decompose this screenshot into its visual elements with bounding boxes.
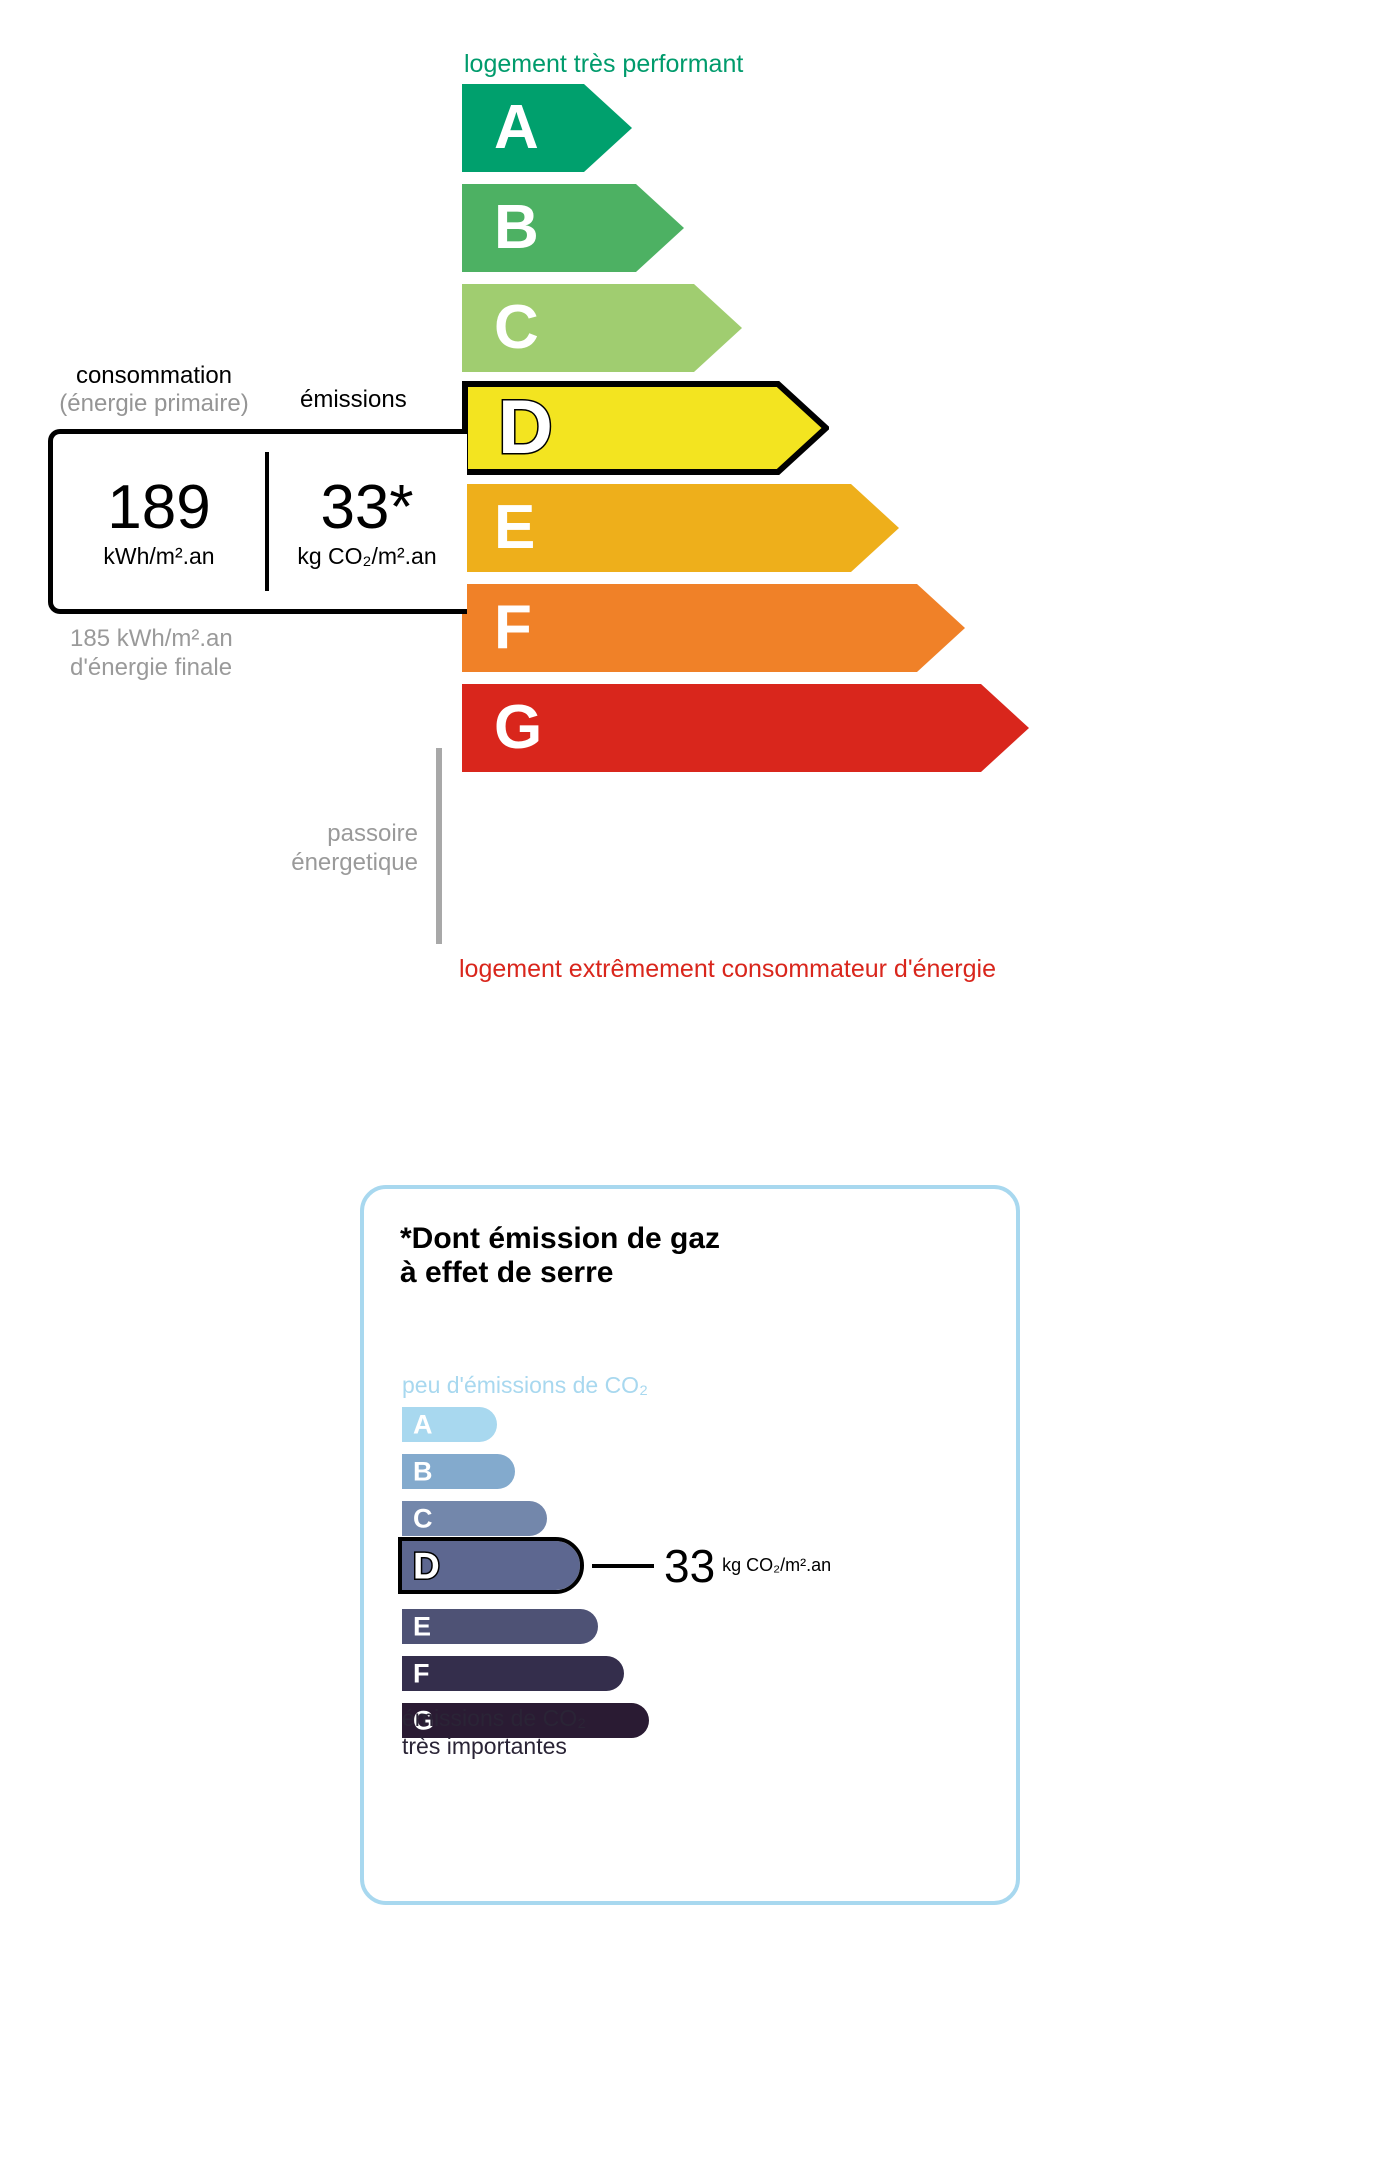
co2-value-readout: 33 kg CO₂/m².an (664, 1539, 831, 1593)
consumption-header-main: consommation (75, 362, 233, 389)
energy-band-letter-b: B (494, 193, 539, 262)
co2-bottom-caption: émissions de CO₂ très importantes (402, 1705, 586, 1760)
energy-top-caption: logement très performant (464, 50, 744, 78)
co2-bar-c (402, 1501, 547, 1536)
energy-band-letter-g: G (494, 693, 543, 762)
co2-bar-letter-g: G (413, 1705, 435, 1735)
co2-bar-row-c: C (402, 1501, 962, 1536)
energy-band-c: C (462, 284, 742, 372)
consumption-value-cell: 189 kWh/m².an (53, 434, 265, 609)
co2-bar-row-f: F (402, 1656, 962, 1691)
energy-band-letter-d: D (497, 385, 555, 470)
passoire-label: passoire énergetique (200, 820, 418, 878)
energy-band-arrow-e (462, 484, 899, 572)
final-energy-label: d'énergie finale (70, 653, 233, 681)
co2-title-line1: *Dont émission de gaz (400, 1222, 721, 1255)
co2-value-number: 33 (664, 1539, 716, 1592)
co2-emissions-panel: *Dont émission de gaz à effet de serre p… (360, 1185, 1020, 1905)
co2-bar-row-e: E (402, 1609, 962, 1644)
passoire-label-line1: passoire (327, 820, 418, 847)
passoire-marker-bar (436, 748, 442, 944)
energy-bottom-caption: logement extrêmement consommateur d'éner… (459, 955, 996, 983)
co2-bar-letter-e: E (413, 1611, 432, 1641)
co2-bar-d (398, 1537, 584, 1594)
value-divider (265, 452, 269, 591)
emissions-unit: kg CO₂/m².an (297, 543, 437, 570)
co2-bar-e (402, 1609, 598, 1644)
co2-bar-b (402, 1454, 515, 1489)
co2-bar-letter-f: F (413, 1658, 430, 1688)
energy-band-letter-e: E (494, 493, 536, 562)
energy-band-d: D (462, 381, 829, 475)
co2-bar-letter-a: A (413, 1409, 433, 1439)
co2-bar-letter-d: D (412, 1545, 442, 1586)
co2-panel-title: *Dont émission de gaz à effet de serre (400, 1222, 720, 1290)
energy-band-letter-c: C (494, 293, 539, 362)
emissions-header: émissions (300, 386, 407, 413)
energy-band-arrow-b (462, 184, 684, 272)
energy-band-f: F (462, 584, 965, 672)
co2-bar-row-b: B (402, 1454, 962, 1489)
co2-bar-letter-b: B (413, 1456, 433, 1486)
energy-band-arrow-g (462, 684, 1029, 772)
energy-band-b: B (462, 184, 684, 272)
co2-bar-g (402, 1703, 649, 1738)
co2-bar-row-a: A (402, 1407, 962, 1442)
energy-band-arrow-a (462, 84, 632, 172)
co2-top-caption: peu d'émissions de CO₂ (402, 1372, 648, 1398)
consumption-value: 189 (107, 472, 211, 542)
final-energy-note: 185 kWh/m².an d'énergie finale (70, 625, 233, 683)
co2-bottom-caption-line1: émissions de CO₂ (402, 1705, 587, 1731)
value-readout-box: 189 kWh/m².an 33* kg CO₂/m².an (48, 429, 467, 614)
co2-title-line2: à effet de serre (400, 1255, 614, 1289)
passoire-label-line2: énergetique (291, 848, 418, 876)
co2-bar-f (402, 1656, 624, 1691)
co2-bar-row-d: D 33 kg CO₂/m².an (398, 1537, 962, 1594)
co2-bar-row-g: G (402, 1703, 962, 1738)
co2-bar-a (402, 1407, 497, 1442)
energy-band-letter-f: F (494, 593, 532, 662)
consumption-header-sub: (énergie primaire) (59, 389, 249, 417)
emissions-value-cell: 33* kg CO₂/m².an (269, 434, 465, 609)
co2-bar-letter-c: C (413, 1503, 433, 1533)
co2-bottom-caption-line2: très importantes (402, 1732, 567, 1759)
energy-band-arrow-c (462, 284, 742, 372)
final-energy-value: 185 kWh/m².an (70, 625, 233, 652)
energy-band-a: A (462, 84, 632, 172)
energy-band-e: E (462, 484, 899, 572)
co2-value-unit: kg CO₂/m².an (722, 1555, 832, 1575)
energy-band-letter-a: A (494, 93, 539, 162)
energy-band-arrow-f (462, 584, 965, 672)
energy-band-g: G (462, 684, 1029, 772)
emissions-value: 33* (320, 472, 414, 542)
consumption-unit: kWh/m².an (103, 543, 215, 570)
co2-leader-line (592, 1563, 654, 1568)
consumption-header: consommation (énergie primaire) (48, 362, 260, 418)
